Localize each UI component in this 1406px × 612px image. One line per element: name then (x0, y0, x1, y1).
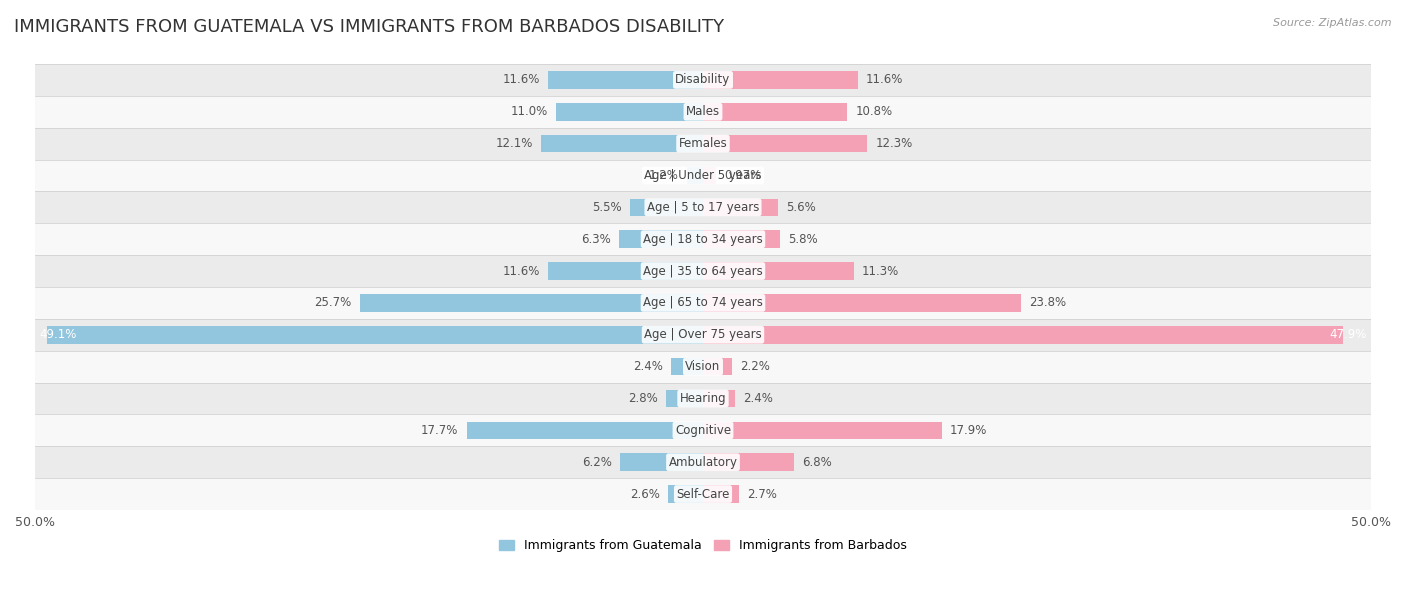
Text: 11.6%: 11.6% (502, 264, 540, 277)
Text: IMMIGRANTS FROM GUATEMALA VS IMMIGRANTS FROM BARBADOS DISABILITY: IMMIGRANTS FROM GUATEMALA VS IMMIGRANTS … (14, 18, 724, 36)
Bar (665, 390, 703, 407)
Text: Vision: Vision (685, 360, 721, 373)
Bar (35, 128, 1371, 160)
Text: 2.4%: 2.4% (633, 360, 662, 373)
Bar (619, 231, 703, 248)
Bar (703, 166, 716, 184)
Bar (35, 287, 1371, 319)
Bar (35, 351, 1371, 382)
Text: 12.3%: 12.3% (876, 137, 912, 150)
Bar (467, 422, 703, 439)
Text: Hearing: Hearing (679, 392, 727, 405)
Text: Ambulatory: Ambulatory (668, 456, 738, 469)
Bar (703, 103, 848, 121)
Text: 2.6%: 2.6% (630, 488, 661, 501)
Text: 0.97%: 0.97% (724, 169, 761, 182)
Text: Cognitive: Cognitive (675, 424, 731, 437)
Text: Self-Care: Self-Care (676, 488, 730, 501)
Bar (703, 135, 868, 152)
Text: 11.0%: 11.0% (510, 105, 548, 118)
Bar (703, 71, 858, 89)
Text: Age | 35 to 64 years: Age | 35 to 64 years (643, 264, 763, 277)
Bar (35, 96, 1371, 128)
Text: 11.6%: 11.6% (866, 73, 904, 86)
Text: Age | Over 75 years: Age | Over 75 years (644, 328, 762, 341)
Text: 2.4%: 2.4% (744, 392, 773, 405)
Text: 25.7%: 25.7% (315, 296, 352, 310)
Text: Males: Males (686, 105, 720, 118)
Text: Age | 65 to 74 years: Age | 65 to 74 years (643, 296, 763, 310)
Bar (688, 166, 703, 184)
Text: 17.9%: 17.9% (950, 424, 987, 437)
Bar (703, 453, 794, 471)
Bar (703, 358, 733, 375)
Bar (620, 453, 703, 471)
Legend: Immigrants from Guatemala, Immigrants from Barbados: Immigrants from Guatemala, Immigrants fr… (494, 534, 912, 558)
Bar (703, 390, 735, 407)
Bar (35, 255, 1371, 287)
Text: 5.5%: 5.5% (592, 201, 621, 214)
Bar (360, 294, 703, 312)
Bar (35, 382, 1371, 414)
Text: 17.7%: 17.7% (422, 424, 458, 437)
Text: 2.7%: 2.7% (747, 488, 778, 501)
Bar (703, 485, 740, 503)
Bar (46, 326, 703, 343)
Text: 11.3%: 11.3% (862, 264, 900, 277)
Bar (35, 319, 1371, 351)
Bar (703, 326, 1343, 343)
Text: 2.2%: 2.2% (741, 360, 770, 373)
Text: 1.2%: 1.2% (650, 169, 679, 182)
Bar (35, 160, 1371, 192)
Text: Age | 18 to 34 years: Age | 18 to 34 years (643, 233, 763, 245)
Text: 2.8%: 2.8% (628, 392, 658, 405)
Bar (548, 263, 703, 280)
Bar (35, 223, 1371, 255)
Text: 11.6%: 11.6% (502, 73, 540, 86)
Text: 23.8%: 23.8% (1029, 296, 1066, 310)
Bar (548, 71, 703, 89)
Text: Disability: Disability (675, 73, 731, 86)
Text: 6.2%: 6.2% (582, 456, 612, 469)
Bar (35, 478, 1371, 510)
Bar (35, 64, 1371, 96)
Text: 12.1%: 12.1% (496, 137, 533, 150)
Bar (703, 263, 853, 280)
Bar (703, 198, 778, 216)
Bar (541, 135, 703, 152)
Text: 5.6%: 5.6% (786, 201, 815, 214)
Text: Age | 5 to 17 years: Age | 5 to 17 years (647, 201, 759, 214)
Bar (668, 485, 703, 503)
Bar (35, 446, 1371, 478)
Bar (35, 414, 1371, 446)
Bar (703, 422, 942, 439)
Text: 10.8%: 10.8% (855, 105, 893, 118)
Bar (555, 103, 703, 121)
Bar (671, 358, 703, 375)
Bar (35, 192, 1371, 223)
Text: Age | Under 5 years: Age | Under 5 years (644, 169, 762, 182)
Text: 6.8%: 6.8% (801, 456, 831, 469)
Text: 6.3%: 6.3% (581, 233, 610, 245)
Text: Females: Females (679, 137, 727, 150)
Text: 5.8%: 5.8% (789, 233, 818, 245)
Text: 47.9%: 47.9% (1330, 328, 1367, 341)
Bar (703, 294, 1021, 312)
Text: Source: ZipAtlas.com: Source: ZipAtlas.com (1274, 18, 1392, 28)
Bar (703, 231, 780, 248)
Bar (630, 198, 703, 216)
Text: 49.1%: 49.1% (39, 328, 76, 341)
